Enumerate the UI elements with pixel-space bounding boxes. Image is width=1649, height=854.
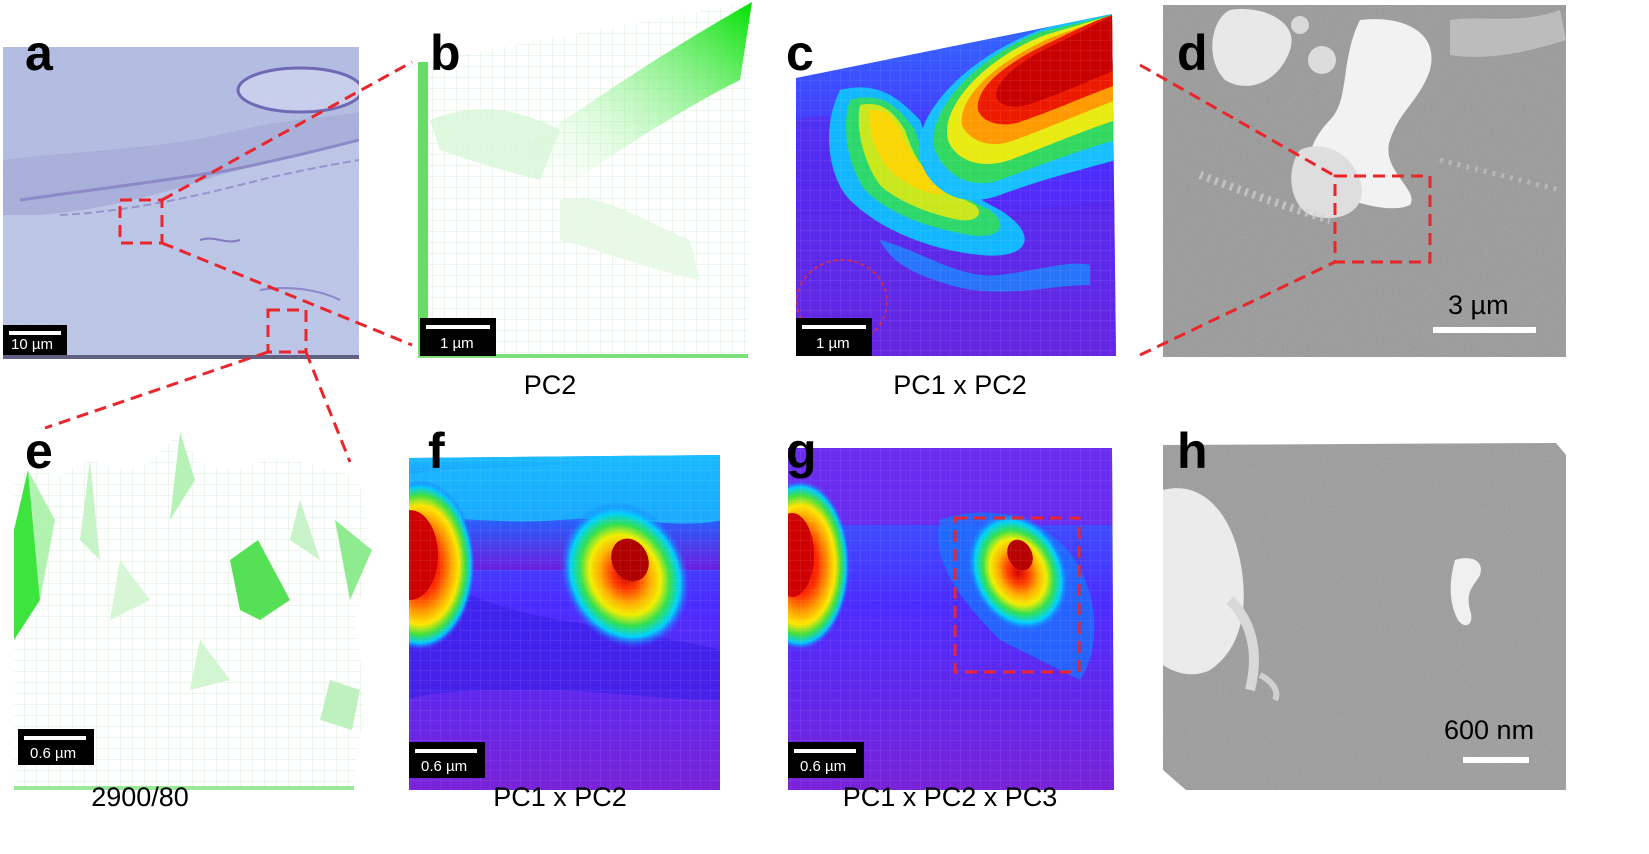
scalebar-e-line — [24, 736, 86, 740]
scalebar-h-line — [1463, 757, 1529, 763]
scalebar-h-label: 600 nm — [1444, 715, 1535, 745]
scalebar-b: 1 µm — [420, 318, 496, 356]
panel-d-sem — [1163, 5, 1566, 357]
caption-g: PC1 x PC2 x PC3 — [842, 782, 1058, 812]
scalebar-d-label: 3 µm — [1448, 290, 1509, 320]
zoom-box-g — [953, 516, 1081, 674]
panel-e-surface — [14, 432, 372, 790]
scalebar-f-label: 0.6 µm — [421, 758, 468, 775]
scalebar-d-line — [1433, 327, 1536, 333]
panel-label-b: b — [430, 25, 461, 81]
panel-label-d: d — [1177, 25, 1208, 81]
scalebar-c-line — [802, 325, 866, 329]
panel-label-f: f — [428, 423, 445, 479]
panel-f-surface — [409, 455, 720, 790]
caption-e: 2900/80 — [91, 782, 189, 812]
caption-f: PC1 x PC2 — [493, 782, 627, 812]
panel-label-e: e — [25, 423, 53, 479]
panel-label-h: h — [1177, 423, 1208, 479]
scalebar-e-label: 0.6 µm — [30, 745, 77, 762]
caption-c: PC1 x PC2 — [893, 370, 1027, 400]
scalebar-b-label: 1 µm — [440, 335, 474, 352]
panel-b-surface — [418, 2, 752, 358]
panel-label-g: g — [786, 423, 817, 479]
scalebar-b-line — [426, 325, 490, 329]
scalebar-f-line — [415, 749, 477, 753]
scalebar-f: 0.6 µm — [409, 742, 485, 778]
zoom-box-a2 — [266, 308, 308, 354]
zoom-box-d — [1333, 174, 1432, 264]
scalebar-a: 10 µm — [3, 325, 67, 355]
panel-label-c: c — [786, 25, 814, 81]
scalebar-e: 0.6 µm — [18, 729, 94, 765]
panel-a-micrograph — [3, 47, 359, 359]
zoom-box-a1 — [118, 198, 164, 245]
caption-b: PC2 — [523, 370, 577, 400]
panel-label-a: a — [25, 25, 53, 81]
scalebar-c-label: 1 µm — [816, 335, 850, 352]
panel-c-surface — [796, 14, 1116, 356]
scalebar-g-line — [794, 749, 856, 753]
scalebar-g-label: 0.6 µm — [800, 758, 847, 775]
scalebar-g: 0.6 µm — [788, 742, 864, 778]
panel-h-sem — [1163, 443, 1566, 790]
panel-g-surface — [788, 448, 1114, 790]
scalebar-a-line — [9, 331, 61, 335]
annotation-overlay — [44, 60, 1432, 674]
scalebar-a-label: 10 µm — [11, 336, 53, 353]
scalebar-c: 1 µm — [796, 318, 872, 356]
